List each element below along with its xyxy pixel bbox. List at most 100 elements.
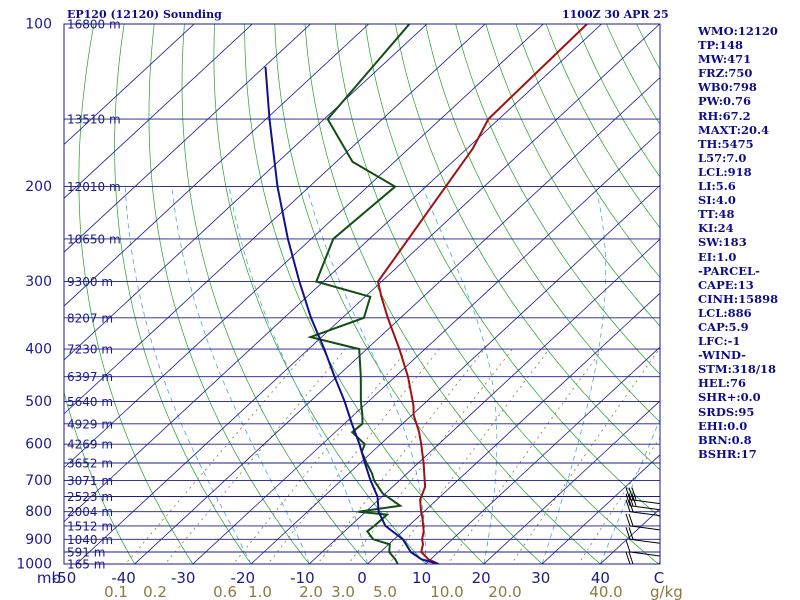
index-line: SRDS:95 (698, 404, 755, 419)
height-label: 5640 m (67, 395, 113, 409)
mixing-ratio-label: 2.0 (299, 583, 323, 600)
dry-adiabat (64, 24, 136, 564)
wind-barb-feather (625, 551, 631, 564)
dry-adiabat (455, 24, 660, 375)
height-label: 16800 m (67, 18, 121, 32)
wind-barb-feather (625, 527, 631, 540)
mixing-ratio-label: 10.0 (430, 583, 463, 600)
dry-adiabat (364, 24, 660, 518)
temp-tick-label: 40 (591, 569, 610, 587)
index-line: LCL:918 (698, 164, 752, 179)
dry-adiabat (515, 24, 660, 278)
height-label: 13510 m (67, 113, 121, 127)
moist-adiabat (228, 186, 368, 564)
index-line: BRN:0.8 (698, 432, 752, 447)
isotherm (64, 24, 312, 253)
temp-tick-label: 20 (472, 569, 491, 587)
index-line: TT:48 (698, 207, 735, 222)
index-line: MW:471 (698, 52, 752, 67)
pressure-tick-label: 700 (25, 473, 52, 489)
dry-adiabat (274, 24, 543, 564)
height-label: 3071 m (67, 474, 113, 488)
index-line: SI:4.0 (698, 193, 736, 208)
mixing-ratio-label: 40.0 (589, 583, 622, 600)
dry-adiabat (425, 24, 660, 423)
index-line: TH:5475 (698, 136, 754, 151)
wind-barb (629, 505, 660, 511)
isotherm (192, 130, 660, 564)
temperature-trace (376, 24, 588, 564)
index-line: CINH:15898 (698, 291, 779, 306)
isotherm (64, 24, 370, 307)
wind-barb-feather (628, 527, 634, 540)
parcel-trace (264, 66, 439, 564)
height-label: 3652 m (67, 456, 113, 470)
temp-unit-label: C (654, 569, 664, 587)
moist-adiabat (171, 186, 310, 564)
wind-barb-feather (625, 493, 631, 506)
wind-barb-feather (625, 539, 631, 553)
mixing-ratio-line (317, 348, 485, 564)
mixing-ratio-label: 3.0 (331, 583, 355, 600)
pressure-tick-label: 800 (25, 504, 52, 520)
index-line: STM:318/18 (698, 362, 777, 377)
dry-adiabat (485, 24, 660, 327)
wind-barb-feather (625, 513, 631, 527)
height-label: 12010 m (67, 180, 121, 194)
index-line: EHI:0.0 (698, 418, 748, 433)
wind-barb-feather (631, 487, 637, 500)
index-line: SHR+:0.0 (698, 390, 761, 405)
index-line: WMO:12120 (698, 24, 778, 38)
sounding-title: EP120 (12120) Sounding (67, 8, 222, 21)
isotherm (64, 24, 428, 361)
height-label: 165 m (67, 558, 105, 572)
dry-adiabat (213, 24, 427, 564)
index-line: FRZ:750 (698, 66, 753, 81)
mixing-ratio-line (447, 348, 603, 564)
mixing-ratio-label: 20.0 (488, 583, 521, 600)
temp-tick-label: -20 (231, 569, 256, 587)
mixing-ratio-line (267, 348, 440, 564)
index-line: -WIND- (698, 348, 746, 363)
index-line: CAPE:13 (698, 277, 754, 292)
isotherm (483, 400, 660, 564)
pressure-tick-label: 1000 (16, 557, 52, 573)
height-label: 7230 m (67, 343, 113, 357)
height-label: 2523 m (67, 490, 113, 504)
moist-adiabat (541, 186, 607, 564)
dewpoint-trace (307, 24, 411, 564)
isotherm (308, 238, 660, 564)
mixing-ratio-line (388, 348, 550, 564)
wind-barb-feather (625, 487, 631, 500)
index-line: L57:7.0 (698, 150, 747, 165)
wind-barb (630, 563, 634, 564)
height-label: 9300 m (67, 275, 113, 289)
pressure-tick-label: 300 (25, 274, 52, 290)
index-line: MAXT:20.4 (698, 122, 769, 137)
isotherm (64, 24, 253, 199)
wind-barb (629, 525, 660, 531)
temp-tick-label: -10 (290, 569, 315, 587)
index-line: TP:148 (698, 38, 744, 53)
pressure-tick-label: 100 (25, 17, 52, 33)
dry-adiabat (334, 24, 660, 564)
index-line: -PARCEL- (698, 263, 760, 278)
wind-barb-feather (628, 487, 634, 500)
mixing-ratio-label: 0.2 (143, 583, 167, 600)
index-line: HEL:76 (698, 376, 746, 391)
dry-adiabat (244, 24, 485, 564)
height-label: 1512 m (67, 519, 113, 533)
wind-barb-feather (628, 513, 634, 527)
index-line: LFC:-1 (698, 334, 741, 349)
dry-adiabat (78, 24, 194, 564)
indices-panel: WMO:12120 TP:148 MW:471 FRZ:750 WB0:798 PW:0.… (698, 24, 798, 461)
temp-tick-label: -50 (52, 569, 77, 587)
mixing-ratio-label: 5.0 (373, 583, 397, 600)
mixing-ratio-unit-label: g/kg (650, 583, 683, 600)
height-label: 6397 m (67, 370, 113, 384)
pressure-tick-label: 900 (25, 532, 52, 548)
wind-barb (629, 538, 660, 544)
isotherm (64, 24, 195, 146)
